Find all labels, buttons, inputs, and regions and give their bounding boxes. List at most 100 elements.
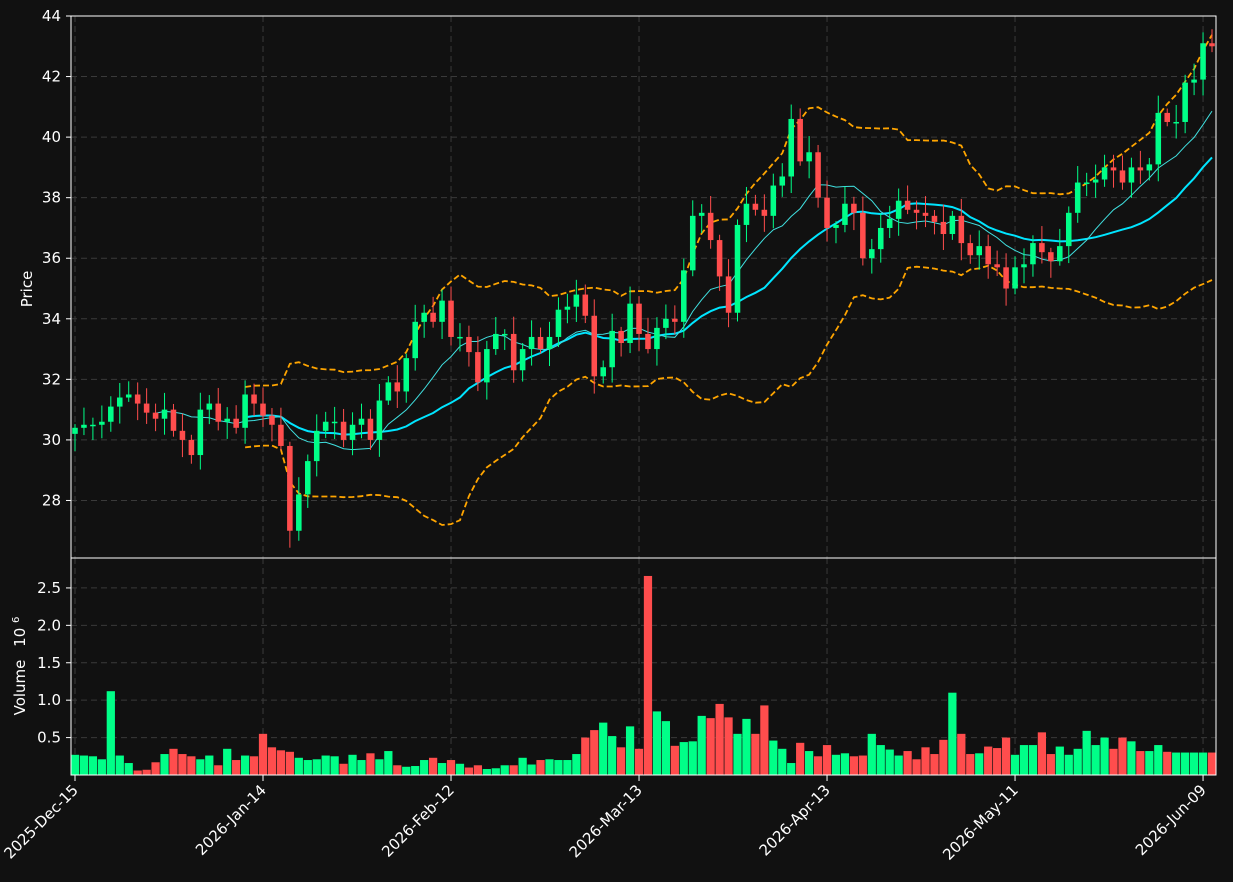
volume-bar bbox=[957, 733, 966, 775]
candle-body bbox=[510, 333, 517, 371]
candle-body bbox=[860, 212, 866, 259]
candle-body bbox=[143, 403, 150, 413]
candle-body bbox=[877, 227, 884, 250]
volume-bar bbox=[428, 757, 438, 775]
volume-bar bbox=[1001, 737, 1011, 775]
volume-bar bbox=[993, 748, 1002, 775]
volume-bar bbox=[715, 703, 724, 775]
volume-bar bbox=[223, 748, 232, 775]
volume-axis-label-group: Volume 10 6 bbox=[11, 617, 29, 716]
bollinger-bands bbox=[244, 34, 1213, 526]
candle-body bbox=[806, 152, 812, 162]
candle-body bbox=[743, 203, 750, 225]
volume-bar bbox=[276, 750, 286, 775]
svg-text:Volume 10 6: Volume 10 6 bbox=[11, 617, 29, 716]
volume-bar bbox=[115, 755, 124, 775]
candle-body bbox=[573, 294, 580, 307]
price-tick-label: 28 bbox=[42, 491, 61, 509]
candle-body bbox=[681, 270, 687, 322]
volume-bar bbox=[169, 748, 178, 775]
candle-body bbox=[278, 424, 284, 446]
candle-body bbox=[1119, 170, 1126, 183]
candle-body bbox=[645, 333, 651, 350]
candle-body bbox=[546, 336, 553, 350]
candle-body bbox=[1092, 179, 1099, 183]
volume-bar bbox=[590, 730, 599, 775]
candle-body bbox=[922, 212, 929, 216]
bollinger-upper-line bbox=[244, 34, 1213, 388]
volume-bar bbox=[813, 756, 823, 775]
volume-bar bbox=[411, 766, 420, 775]
candle-body bbox=[1155, 112, 1162, 165]
candle-body bbox=[108, 406, 114, 422]
candle-body bbox=[358, 418, 365, 425]
volume-bar bbox=[339, 763, 348, 775]
candle-body bbox=[197, 409, 204, 456]
volume-bar bbox=[1207, 752, 1217, 775]
volume-bar bbox=[787, 763, 796, 775]
volume-bar bbox=[124, 763, 133, 775]
candle-body bbox=[779, 176, 786, 186]
volume-tick-label: 1.0 bbox=[37, 691, 61, 709]
candles bbox=[72, 29, 1215, 548]
candle-body bbox=[385, 382, 392, 401]
candle-body bbox=[72, 427, 78, 434]
volume-bar bbox=[1073, 748, 1082, 775]
volume-axis-exp-base: 10 bbox=[11, 628, 29, 647]
volume-bar bbox=[240, 755, 250, 775]
volume-bar bbox=[599, 722, 608, 775]
candle-body bbox=[251, 394, 257, 404]
candle-body bbox=[698, 212, 705, 216]
volume-bar bbox=[366, 753, 375, 775]
candle-body bbox=[421, 312, 427, 322]
volume-bar bbox=[482, 769, 491, 775]
volume-bar bbox=[464, 767, 474, 775]
price-tick-label: 40 bbox=[42, 128, 61, 146]
volume-bar bbox=[796, 742, 805, 775]
volume-bar bbox=[1037, 732, 1047, 775]
candle-body bbox=[824, 197, 830, 228]
candle-body bbox=[287, 445, 293, 531]
candle-body bbox=[725, 276, 732, 313]
candle-body bbox=[81, 424, 87, 428]
volume-bar bbox=[760, 705, 769, 775]
volume-bar bbox=[187, 756, 196, 775]
candle-body bbox=[761, 209, 768, 216]
candle-body bbox=[269, 415, 275, 425]
volume-bar bbox=[1181, 752, 1190, 775]
volume-bar bbox=[303, 760, 312, 775]
candle-body bbox=[1209, 43, 1215, 47]
volume-bar bbox=[312, 759, 321, 775]
volume-bar bbox=[79, 755, 89, 775]
candle-body bbox=[833, 224, 839, 228]
candle-body bbox=[457, 336, 463, 339]
volume-bar bbox=[1172, 752, 1181, 775]
candle-body bbox=[851, 203, 857, 213]
candle-body bbox=[179, 430, 186, 440]
candle-body bbox=[591, 315, 598, 377]
volume-bar bbox=[948, 692, 957, 775]
candle-body bbox=[627, 303, 633, 344]
volume-bar bbox=[1163, 751, 1172, 775]
candle-body bbox=[842, 203, 848, 225]
volume-bar bbox=[1019, 745, 1029, 775]
candle-body bbox=[654, 327, 660, 350]
candle-body bbox=[260, 403, 266, 416]
candle-body bbox=[797, 118, 803, 162]
volume-panel-frame bbox=[70, 557, 1217, 776]
volume-bar bbox=[822, 745, 832, 775]
candle-body bbox=[770, 185, 777, 216]
candle-body bbox=[1101, 167, 1108, 180]
candle-body bbox=[958, 215, 965, 244]
volume-bar bbox=[160, 754, 169, 775]
candle-body bbox=[1065, 212, 1072, 247]
volume-bar bbox=[1010, 754, 1020, 775]
volume-bar bbox=[214, 765, 223, 775]
candle-body bbox=[886, 218, 893, 228]
candle-body bbox=[636, 303, 642, 334]
candle-body bbox=[1057, 246, 1063, 262]
volume-bar bbox=[267, 747, 277, 775]
candle-body bbox=[475, 352, 481, 383]
volume-bar bbox=[939, 739, 948, 775]
